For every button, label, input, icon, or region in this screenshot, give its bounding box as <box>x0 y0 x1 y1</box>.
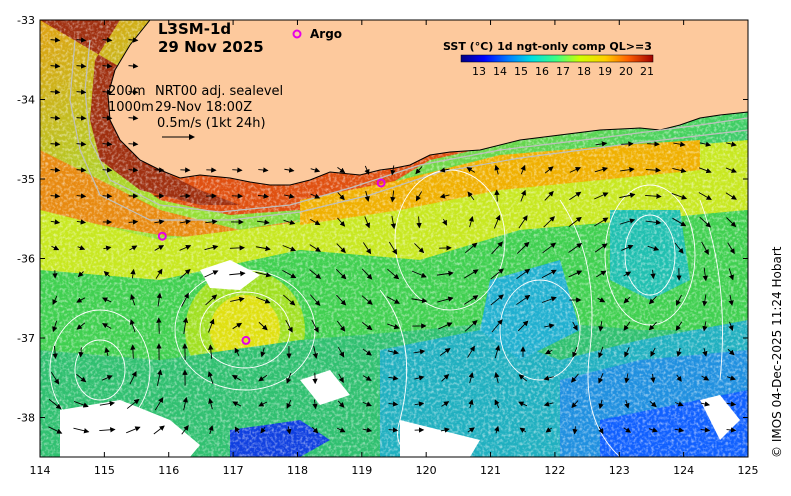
y-tick-label: -33 <box>17 14 35 27</box>
colorbar-tick-label: 20 <box>619 65 633 78</box>
x-tick-label: 115 <box>94 464 115 477</box>
colorbar <box>461 55 653 62</box>
y-tick-label: -35 <box>17 173 35 186</box>
colorbar-ticks: 13 14 15 16 17 18 19 20 21 <box>472 65 654 78</box>
x-tick-label: 116 <box>158 464 179 477</box>
map-plot-area <box>40 20 748 457</box>
argo-legend-label: Argo <box>310 27 342 41</box>
current-vector <box>129 170 138 171</box>
colorbar-tick-label: 18 <box>577 65 591 78</box>
contour-200m-label: 200m <box>108 84 145 99</box>
x-tick-label: 120 <box>416 464 437 477</box>
sealevel-label: NRT00 adj. sealevel <box>155 84 283 99</box>
x-tick-label: 118 <box>287 464 308 477</box>
current-vector <box>133 345 134 359</box>
colorbar-tick-label: 14 <box>493 65 507 78</box>
contour-1000m-label: 1000m <box>108 100 154 115</box>
colorbar-tick-label: 15 <box>514 65 528 78</box>
x-tick-label: 125 <box>738 464 759 477</box>
colorbar-tick-label: 21 <box>640 65 654 78</box>
colorbar-tick-label: 19 <box>598 65 612 78</box>
colorbar-tick-label: 13 <box>472 65 486 78</box>
x-tick-label: 121 <box>480 464 501 477</box>
current-vector <box>154 170 163 171</box>
current-vector <box>230 248 244 249</box>
vector-scale-label: 0.5m/s (1kt 24h) <box>157 116 266 131</box>
product-title: L3SM-1d <box>158 20 231 38</box>
y-tick-label: -36 <box>17 253 35 266</box>
current-vector <box>103 196 112 197</box>
x-tick-label: 123 <box>609 464 630 477</box>
y-tick-label: -34 <box>17 94 35 107</box>
colorbar-tick-label: 17 <box>556 65 570 78</box>
date-title: 29 Nov 2025 <box>158 38 264 56</box>
x-tick-label: 119 <box>351 464 372 477</box>
copyright-label: © IMOS 04-Dec-2025 11:24 Hobart <box>770 246 784 458</box>
colorbar-tick-label: 16 <box>535 65 549 78</box>
x-tick-label: 114 <box>30 464 51 477</box>
sealevel-time: 29-Nov 18:00Z <box>155 100 252 115</box>
x-tick-label: 117 <box>223 464 244 477</box>
current-vector <box>497 190 498 201</box>
y-tick-label: -37 <box>17 332 35 345</box>
x-tick-label: 124 <box>673 464 694 477</box>
y-tick-label: -38 <box>17 412 35 425</box>
x-tick-label: 122 <box>544 464 565 477</box>
colorbar-title: SST (°C) 1d ngt-only comp QL>=3 <box>443 40 652 53</box>
current-vector <box>159 318 160 334</box>
